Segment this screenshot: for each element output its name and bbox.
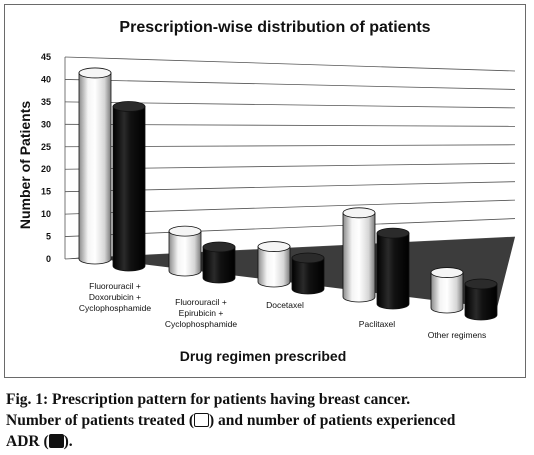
bar-adr bbox=[202, 241, 236, 284]
y-tick-label: 10 bbox=[41, 209, 51, 219]
x-category-line: Epirubicin + bbox=[179, 308, 224, 318]
x-category-line: Cyclophosphamide bbox=[165, 319, 238, 329]
y-axis-label: Number of Patients bbox=[17, 101, 33, 230]
x-category-line: Cyclophosphamide bbox=[79, 303, 152, 313]
bar-cylinder-top bbox=[430, 267, 464, 278]
legend-white-box-icon bbox=[193, 413, 209, 427]
bar-adr bbox=[291, 252, 325, 295]
y-tick-label: 25 bbox=[41, 142, 51, 152]
bar-cylinder-body bbox=[168, 230, 202, 277]
x-axis-label: Drug regimen prescribed bbox=[180, 348, 347, 364]
x-category-label: Docetaxel bbox=[266, 300, 304, 310]
x-category-line: Doxorubicin + bbox=[89, 292, 141, 302]
chart-title: Prescription-wise distribution of patien… bbox=[119, 19, 430, 36]
x-category-label: Fluorouracil + Doxorubicin + Cyclophospham… bbox=[79, 281, 152, 313]
bar-cylinder-body bbox=[78, 72, 112, 265]
bar-cylinder-body bbox=[376, 232, 410, 310]
x-category-line: Docetaxel bbox=[266, 300, 304, 310]
caption-text: ) and number of patients experienced bbox=[208, 412, 456, 429]
bar-treated bbox=[168, 225, 202, 277]
gridline bbox=[64, 56, 516, 72]
gridline bbox=[64, 79, 516, 90]
caption-text: ADR ( bbox=[6, 433, 49, 450]
y-tick-label: 35 bbox=[41, 97, 51, 107]
x-axis-categories: Fluorouracil + Doxorubicin + Cyclophospham… bbox=[79, 281, 486, 340]
y-tick-label: 45 bbox=[41, 52, 51, 62]
caption-text: ). bbox=[63, 433, 73, 450]
bar-cylinder-body bbox=[464, 283, 498, 321]
legend-black-box-icon bbox=[48, 434, 64, 448]
x-category-line: Paclitaxel bbox=[359, 319, 395, 329]
bar-adr bbox=[112, 101, 146, 272]
y-tick-label: 0 bbox=[46, 254, 51, 264]
x-category-line: Fluorouracil + bbox=[175, 297, 227, 307]
x-category-line: Fluorouracil + bbox=[89, 281, 141, 291]
bar-cylinder-top bbox=[78, 67, 112, 79]
caption-text: Number of patients treated ( bbox=[6, 412, 194, 429]
bars bbox=[78, 67, 498, 321]
x-category-label: Fluorouracil + Epirubicin + Cyclophosphami… bbox=[165, 297, 238, 329]
caption-line-1: Fig. 1: Prescription pattern for patient… bbox=[6, 391, 411, 408]
y-tick-label: 40 bbox=[41, 74, 51, 84]
bar-cylinder-top bbox=[168, 225, 202, 237]
bar-adr bbox=[376, 227, 410, 310]
bar-cylinder-body bbox=[291, 257, 325, 295]
y-axis-ticks: 0 5 10 15 20 25 30 35 40 45 bbox=[41, 52, 51, 264]
caption-line-3: ADR (). bbox=[6, 431, 528, 452]
x-category-label: Paclitaxel bbox=[359, 319, 395, 329]
x-category-line: Other regimens bbox=[428, 330, 487, 340]
bar-cylinder-body bbox=[430, 272, 464, 314]
bar-treated bbox=[342, 207, 376, 303]
bar-treated bbox=[257, 241, 291, 288]
bar-cylinder-top bbox=[202, 241, 236, 253]
bar-cylinder-top bbox=[257, 241, 291, 252]
bar-cylinder-top bbox=[291, 252, 325, 264]
bar-cylinder-top bbox=[342, 207, 376, 219]
caption-line-2: Number of patients treated ( ) and number… bbox=[6, 410, 528, 431]
bar-cylinder-body bbox=[112, 106, 146, 272]
bar-cylinder-top bbox=[376, 227, 410, 239]
bar-treated bbox=[430, 267, 464, 314]
bar-cylinder-body bbox=[342, 212, 376, 303]
x-category-label: Other regimens bbox=[428, 330, 487, 340]
y-tick-label: 15 bbox=[41, 187, 51, 197]
bar-adr bbox=[464, 278, 498, 321]
bar-cylinder-top bbox=[464, 278, 498, 290]
bar-cylinder-body bbox=[257, 246, 291, 288]
figure-frame: 0 5 10 15 20 25 30 35 40 45 Fluorouracil + Doxorub… bbox=[4, 4, 526, 378]
y-tick-label: 20 bbox=[41, 164, 51, 174]
bar-cylinder-top bbox=[112, 101, 146, 112]
y-tick-label: 5 bbox=[46, 232, 51, 242]
bar-treated bbox=[78, 67, 112, 265]
figure-caption: Fig. 1: Prescription pattern for patient… bbox=[6, 389, 528, 452]
bar-cylinder-body bbox=[202, 246, 236, 284]
y-tick-label: 30 bbox=[41, 119, 51, 129]
